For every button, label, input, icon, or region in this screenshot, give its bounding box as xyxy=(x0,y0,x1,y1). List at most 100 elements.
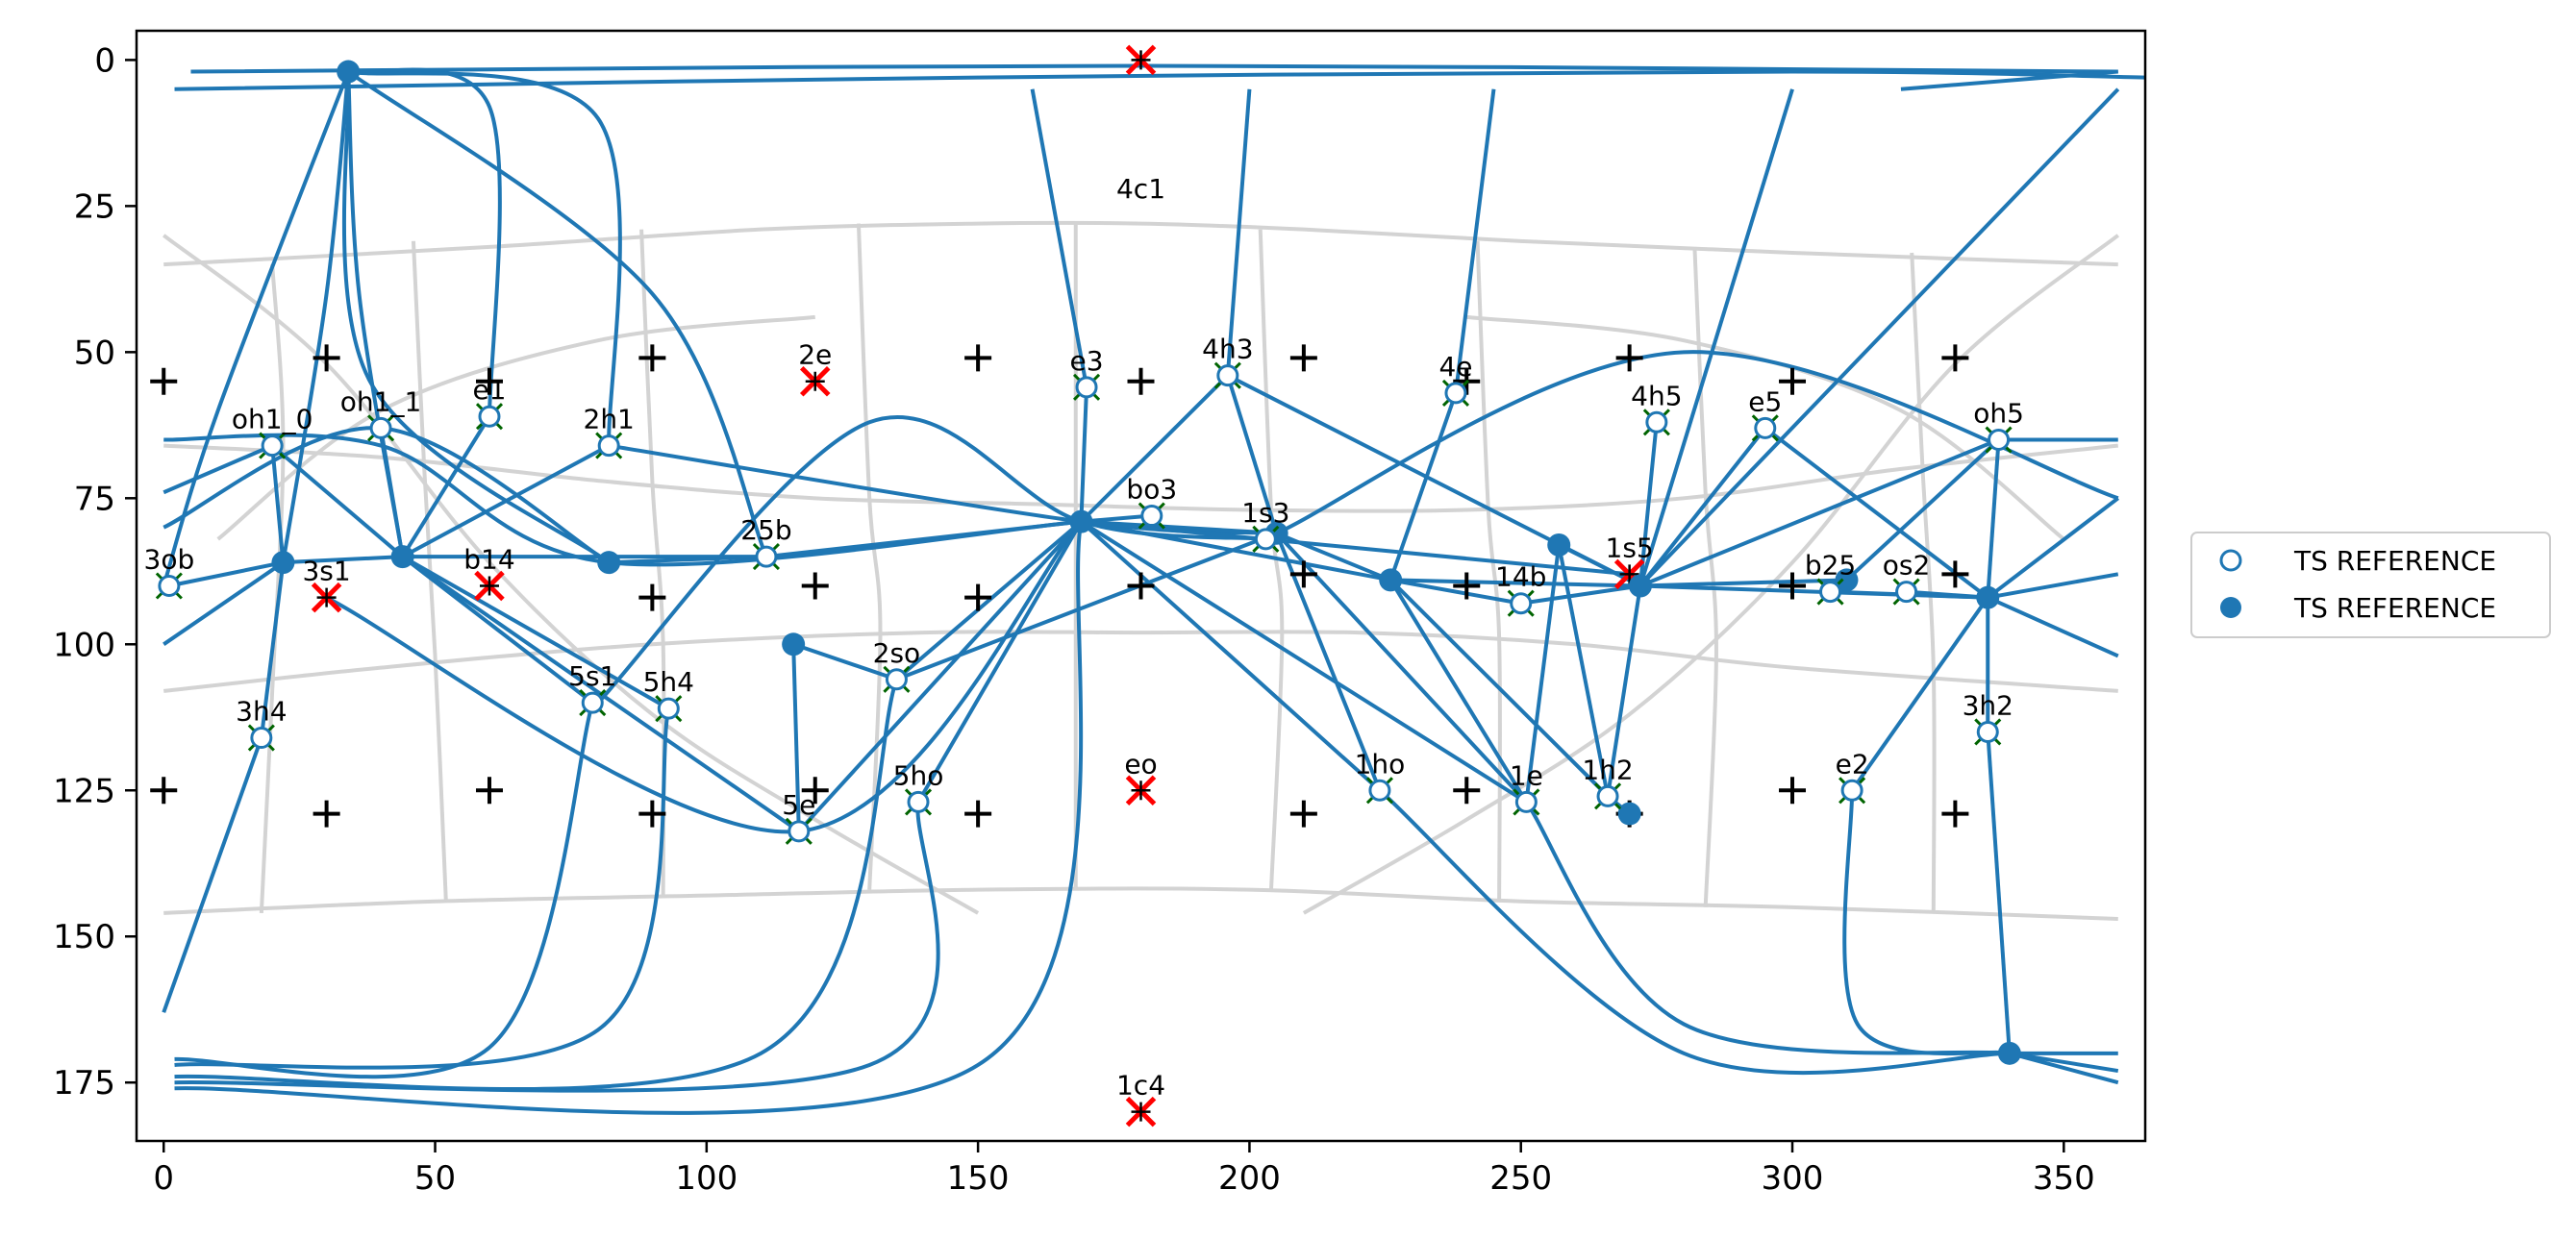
reaction-path-curve xyxy=(174,802,940,1093)
point-label: 4e xyxy=(1438,351,1472,383)
reaction-path-curve xyxy=(174,702,595,1079)
plus-marker xyxy=(1779,572,1807,600)
open-circle-point xyxy=(1444,382,1467,405)
plus-marker xyxy=(964,800,992,828)
reaction-path-curve xyxy=(797,520,1083,833)
point-label: 5e xyxy=(782,789,815,821)
reaction-path-curve xyxy=(1638,87,2120,587)
reaction-path-curve xyxy=(1520,583,1641,606)
reaction-path-curve xyxy=(259,561,286,738)
reaction-path-curve xyxy=(1638,422,1659,586)
point-label: 3h2 xyxy=(1963,689,2013,721)
filled-circle-point xyxy=(1976,585,2000,609)
reaction-path-curve xyxy=(895,520,1083,681)
reaction-path-curve xyxy=(1274,533,1382,792)
reaction-path-curve xyxy=(1079,374,1230,524)
reaction-path-curve xyxy=(1639,578,1847,588)
reaction-path-curve xyxy=(1225,375,1279,534)
x-tick-label: 50 xyxy=(414,1159,456,1198)
reaction-path-curve xyxy=(1606,585,1642,797)
open-circle-point xyxy=(1514,790,1538,813)
legend-entry-1-label: TS REFERENCE xyxy=(2293,545,2496,577)
plus-marker xyxy=(475,777,503,805)
plus-marker xyxy=(964,583,992,611)
reaction-path-curve xyxy=(270,444,404,558)
reaction-path-curve xyxy=(400,415,491,558)
plus-marker xyxy=(801,572,829,600)
open-circle-point xyxy=(1368,779,1391,802)
x-tick-label: 200 xyxy=(1218,1159,1281,1198)
plus-marker xyxy=(638,800,666,828)
reaction-path-curve xyxy=(1080,520,1382,792)
filled-circle-point xyxy=(390,545,414,569)
reaction-path-curve xyxy=(1378,788,2010,1076)
filled-circle-point xyxy=(271,551,295,575)
mesh-line xyxy=(1258,229,1285,890)
point-label: 5h4 xyxy=(643,666,694,698)
mesh-line xyxy=(163,886,2118,921)
filled-circle-point xyxy=(1628,574,1652,598)
plus-marker-layer xyxy=(150,344,1969,828)
open-circle-point xyxy=(907,790,930,813)
point-label: 1s5 xyxy=(1606,532,1654,563)
open-circle-point xyxy=(1840,779,1863,802)
mesh-line xyxy=(856,223,883,890)
reaction-path-curve xyxy=(1557,544,1611,797)
mesh-line xyxy=(162,234,980,915)
mesh-line xyxy=(163,220,2118,267)
x-tick-label: 350 xyxy=(2033,1159,2095,1198)
open-circle-point xyxy=(1819,581,1842,604)
reaction-path-curve xyxy=(1987,572,2119,600)
open-circle-point xyxy=(158,575,181,597)
point-label-layer: 3ob oh1_0 oh1_1 e1 2h1 3s1 b14 3h4 5s1 5h4 25b 2e 2s… xyxy=(144,173,2024,1101)
filled-circle-point xyxy=(1997,1041,2021,1065)
legend: TS REFERENCE TS REFERENCE xyxy=(2190,532,2551,638)
plus-marker xyxy=(801,777,829,805)
reaction-path-curve xyxy=(1225,88,1252,376)
open-circle-point xyxy=(1254,528,1277,551)
plus-marker xyxy=(1779,367,1807,395)
reaction-path-curve xyxy=(1638,427,1767,587)
plus-marker xyxy=(964,344,992,372)
reaction-path-curve xyxy=(609,555,767,565)
open-circle-point xyxy=(1510,592,1533,615)
point-label: 1h2 xyxy=(1582,754,1633,785)
filled-circle-point xyxy=(597,551,621,575)
reaction-path-curve xyxy=(1987,595,2119,658)
reaction-path-curve xyxy=(270,445,286,563)
x-axis: 0 50 100 150 200 250 300 350 xyxy=(153,1141,2095,1198)
reaction-path-curve xyxy=(791,644,801,831)
mesh-line xyxy=(411,240,448,902)
reaction-path-curve xyxy=(174,707,671,1070)
point-label: e3 xyxy=(1070,345,1104,377)
point-label: oh5 xyxy=(1973,398,2024,430)
plus-marker xyxy=(1289,344,1317,372)
reaction-path-curve xyxy=(895,531,1278,681)
reaction-path-curve xyxy=(401,555,670,710)
point-label: 4h5 xyxy=(1631,380,1682,411)
open-circle-point xyxy=(657,697,680,720)
point-label: 14b xyxy=(1495,561,1546,593)
reaction-path-curve xyxy=(163,560,285,646)
filled-circle-point xyxy=(1617,802,1641,826)
red-cross-center xyxy=(1619,564,1639,584)
point-label: oh1_1 xyxy=(340,385,422,417)
point-label: 2h1 xyxy=(584,404,635,435)
point-label: 4h3 xyxy=(1202,334,1253,365)
reaction-path-curve xyxy=(1275,350,2119,535)
mesh-line xyxy=(259,264,286,914)
filled-circle-layer xyxy=(271,60,2021,1065)
x-tick-label: 100 xyxy=(675,1159,738,1198)
filled-circle-point xyxy=(1835,568,1859,592)
red-cross-center xyxy=(316,587,337,607)
y-tick-label: 50 xyxy=(74,334,115,372)
x-tick-label: 250 xyxy=(1489,1159,1552,1198)
reaction-path-curve xyxy=(168,560,284,588)
open-circle-point xyxy=(1895,581,1918,604)
point-label: 1s3 xyxy=(1241,497,1289,529)
point-label: eo xyxy=(1124,748,1157,780)
point-label: 1ho xyxy=(1355,748,1406,780)
open-circle-point xyxy=(1075,376,1098,399)
